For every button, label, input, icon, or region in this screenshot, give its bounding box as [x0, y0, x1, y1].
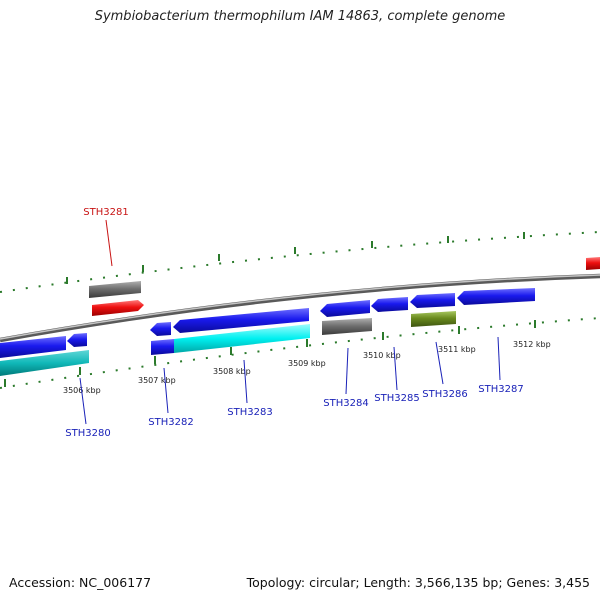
kbp-label: 3509 kbp	[288, 359, 326, 368]
accession-text: Accession: NC_006177	[9, 575, 152, 590]
gene-feature-sth3285[interactable]	[371, 297, 408, 312]
kbp-label: 3512 kbp	[513, 340, 551, 349]
outer-major-tick	[66, 277, 68, 284]
outer-major-tick	[142, 265, 144, 272]
gene-label-sth3287[interactable]: STH3287	[478, 384, 523, 395]
outer-scale-ticks	[0, 231, 600, 293]
misc-feature-sth3286[interactable]	[411, 311, 456, 327]
kbp-label: 3507 kbp	[138, 376, 176, 385]
genome-title: Symbiobacterium thermophilum IAM 14863, …	[94, 9, 506, 24]
leader-line-sth3282	[163, 367, 169, 414]
kbp-label: 3510 kbp	[363, 351, 401, 360]
rrna-feature-sth3283[interactable]	[174, 324, 310, 353]
outer-minor-ticks	[0, 231, 600, 293]
rrna-feature-sth3280[interactable]	[0, 350, 89, 376]
gene-label-sth3283[interactable]: STH3283	[227, 407, 272, 418]
gene-feature-sth3282-a[interactable]	[150, 322, 171, 336]
leader-line-sth3280	[79, 377, 87, 425]
leader-line-sth3283	[243, 359, 248, 404]
gene-label-sth3284[interactable]: STH3284	[323, 398, 368, 409]
gene-label-sth3281[interactable]: STH3281	[83, 207, 128, 218]
inner-scale-ticks	[0, 317, 600, 389]
kbp-label: 3511 kbp	[438, 345, 476, 354]
leader-line-sth3287	[497, 336, 501, 381]
leader-line-sth3286	[435, 341, 444, 385]
pseudogene-feature[interactable]	[89, 281, 141, 298]
leader-lines	[79, 219, 501, 425]
inner-major-tick	[306, 339, 308, 347]
outer-major-tick	[447, 236, 449, 243]
pseudogene-feature-sth3284[interactable]	[322, 318, 372, 335]
gene-feature-sth3280-a[interactable]	[0, 336, 66, 358]
gene-feature-sth3287[interactable]	[457, 288, 535, 305]
inner-major-tick	[4, 379, 6, 387]
leader-line-sth3285	[393, 346, 398, 391]
kbp-label: 3508 kbp	[213, 367, 251, 376]
inner-major-tick	[230, 347, 232, 355]
gene-label-sth3280[interactable]: STH3280	[65, 428, 110, 439]
reverse-features	[0, 288, 535, 376]
gene-feature-sth3282-b[interactable]	[151, 339, 174, 355]
gene-label-sth3285[interactable]: STH3285	[374, 393, 419, 404]
gene-feature-sth3283-a[interactable]	[173, 308, 309, 333]
gene-label-sth3286[interactable]: STH3286	[422, 389, 467, 400]
leader-line-sth3281	[105, 219, 113, 267]
inner-major-tick	[79, 367, 81, 375]
outer-major-tick	[294, 247, 296, 254]
gene-feature-sth3284-a[interactable]	[320, 300, 370, 317]
inner-major-tick	[154, 356, 156, 364]
gene-label-sth3282[interactable]: STH3282	[148, 417, 193, 428]
genome-backbone-highlight	[0, 274, 600, 340]
leader-line-sth3284	[345, 347, 349, 395]
outer-major-tick	[371, 241, 373, 248]
trna-feature-edge[interactable]	[586, 257, 600, 270]
genome-summary-text: Topology: circular; Length: 3,566,135 bp…	[246, 575, 590, 590]
gene-feature-sth3286[interactable]	[410, 293, 455, 308]
gene-labels: STH3281 STH3280 STH3282 STH3283 STH3284 …	[65, 207, 523, 439]
outer-major-tick	[218, 254, 220, 261]
forward-features	[89, 257, 600, 316]
inner-major-tick	[382, 332, 384, 340]
inner-major-tick	[534, 320, 536, 328]
gene-feature-sth3280-b[interactable]	[67, 333, 87, 347]
genome-backbone	[0, 273, 600, 343]
inner-major-tick	[458, 326, 460, 334]
trna-feature-sth3281[interactable]	[92, 300, 144, 316]
outer-major-tick	[523, 232, 525, 239]
